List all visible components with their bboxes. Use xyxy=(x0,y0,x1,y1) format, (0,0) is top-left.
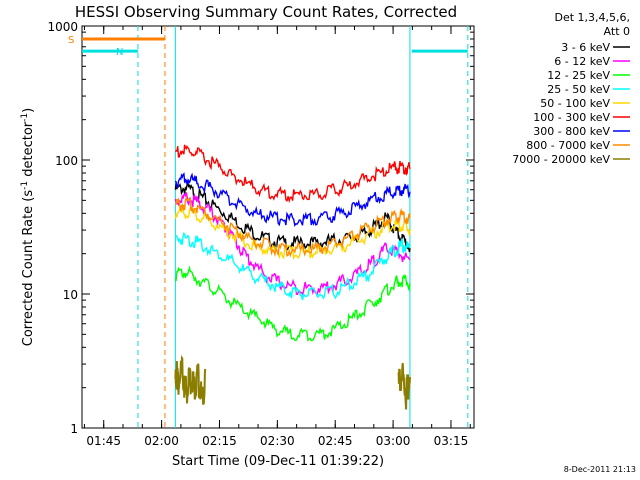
x-tick-label: 02:00 xyxy=(144,434,179,448)
footer-timestamp: 8-Dec-2011 21:13 xyxy=(564,465,636,474)
flag-markers: SN xyxy=(68,35,468,58)
y-axis-label: Corrected Count Rate (s-1 detector-1) xyxy=(20,108,36,346)
chart-title: HESSI Observing Summary Count Rates, Cor… xyxy=(75,3,457,21)
y-tick-label: 1 xyxy=(70,422,78,436)
vertical-markers xyxy=(137,26,469,428)
x-tick-label: 02:45 xyxy=(318,434,353,448)
y-axis-label-mid: detector xyxy=(21,121,36,181)
legend-label: 25 - 50 keV xyxy=(547,83,610,96)
x-tick-label: 02:15 xyxy=(202,434,237,448)
y-tick-label: 100 xyxy=(55,154,78,168)
y-axis-label-main: Corrected Count Rate (s xyxy=(21,190,36,347)
legend-header-line-2: Att 0 xyxy=(604,25,630,38)
legend-label: 7000 - 20000 keV xyxy=(512,153,610,166)
axis-ticks: 1 10 100 1000 01:45 02:00 02:15 02:30 02:45 03:00… xyxy=(47,20,474,448)
series-line xyxy=(175,265,411,342)
y-axis-label-end: ) xyxy=(21,108,36,113)
y-axis-label-sup2: -1 xyxy=(20,113,30,122)
flag-letter: N xyxy=(116,47,123,58)
legend-label: 100 - 300 keV xyxy=(533,111,610,124)
series-line xyxy=(174,172,411,228)
plot-area: 1 10 100 1000 01:45 02:00 02:15 02:30 02:45 03:00… xyxy=(47,20,475,448)
series-line xyxy=(397,363,411,410)
series-line xyxy=(174,192,411,297)
series-line xyxy=(174,231,411,301)
x-tick-label: 03:00 xyxy=(376,434,411,448)
legend-header-line-1: Det 1,3,4,5,6, xyxy=(554,11,630,24)
x-tick-label: 01:45 xyxy=(86,434,121,448)
flag-letter: S xyxy=(68,35,74,46)
legend-label: 800 - 7000 keV xyxy=(526,139,610,152)
x-axis-label: Start Time (09-Dec-11 01:39:22) xyxy=(172,454,384,469)
x-tick-label: 03:15 xyxy=(434,434,469,448)
plot-frame xyxy=(81,25,475,429)
x-tick-label: 02:30 xyxy=(260,434,295,448)
y-tick-label: 1000 xyxy=(47,20,78,34)
series-line xyxy=(174,355,207,405)
legend-label: 12 - 25 keV xyxy=(547,69,610,82)
y-axis-label-sup1: -1 xyxy=(20,181,30,190)
legend-label: 3 - 6 keV xyxy=(561,41,610,54)
legend-label: 300 - 800 keV xyxy=(533,125,610,138)
series-line xyxy=(175,195,411,258)
series-group xyxy=(174,144,411,410)
legend-label: 50 - 100 keV xyxy=(540,97,610,110)
legend-label: 6 - 12 keV xyxy=(554,55,610,68)
y-tick-label: 10 xyxy=(63,288,78,302)
series-line xyxy=(174,144,411,204)
